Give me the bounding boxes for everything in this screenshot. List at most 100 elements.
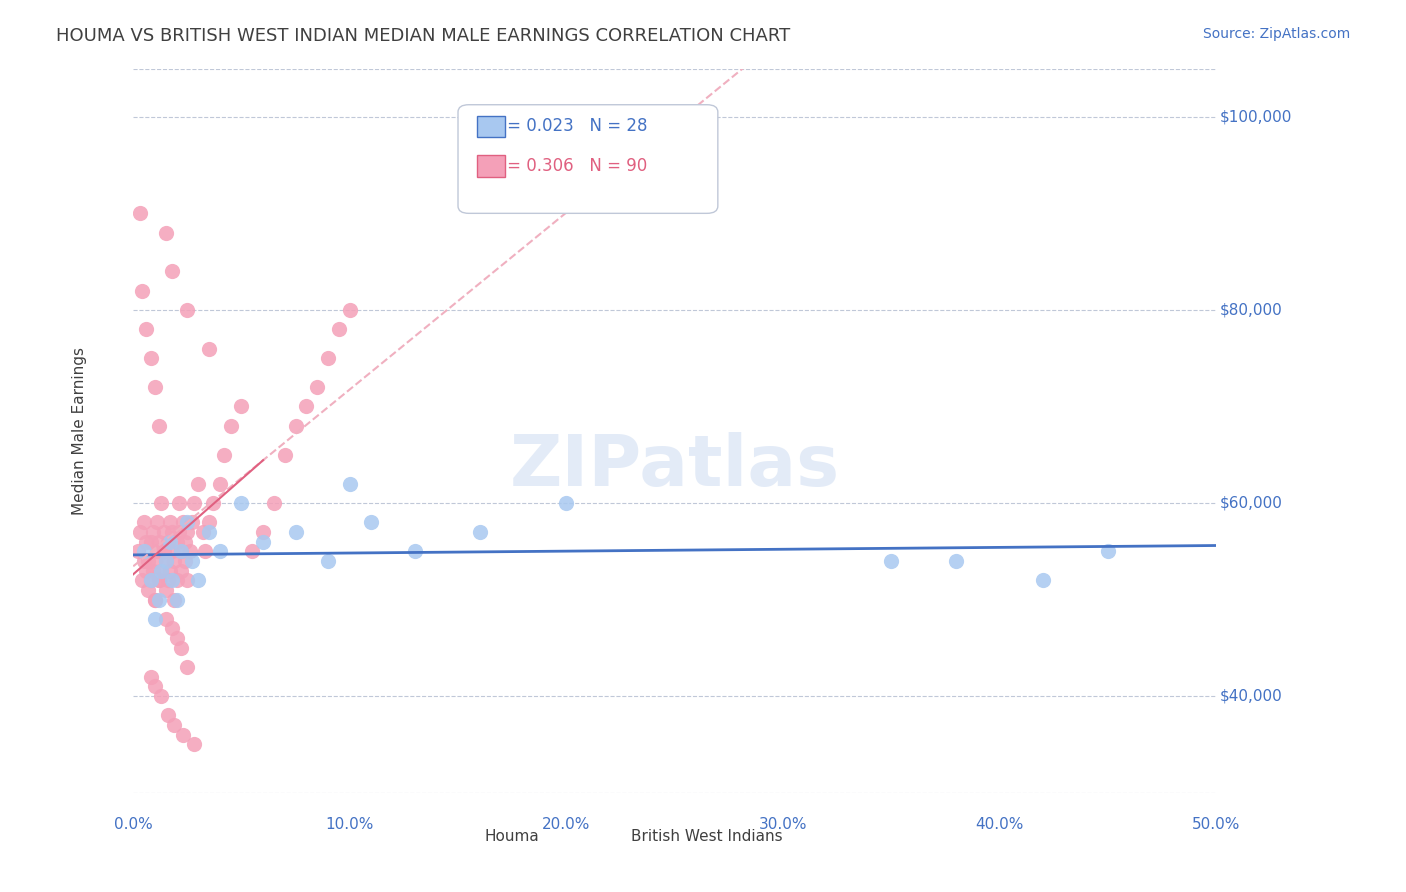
Point: [198, 524, 221, 539]
Point: [152, 524, 174, 539]
Point: [176, 573, 198, 587]
Point: [179, 544, 201, 558]
Point: [143, 380, 166, 394]
Text: $40,000: $40,000: [1220, 689, 1282, 704]
Point: [138, 554, 160, 568]
Point: [160, 264, 183, 278]
Point: [174, 534, 197, 549]
Point: [202, 496, 225, 510]
Point: [880, 554, 903, 568]
Point: [163, 718, 186, 732]
Point: [208, 476, 231, 491]
Point: [172, 516, 194, 530]
Point: [156, 708, 179, 723]
Point: [252, 534, 274, 549]
Text: 40.0%: 40.0%: [976, 817, 1024, 831]
Point: [187, 573, 209, 587]
Point: [339, 476, 361, 491]
Point: [166, 592, 188, 607]
Point: [132, 554, 155, 568]
Point: [187, 476, 209, 491]
Point: [316, 554, 339, 568]
Text: Source: ZipAtlas.com: Source: ZipAtlas.com: [1202, 27, 1350, 41]
Text: $60,000: $60,000: [1220, 495, 1284, 510]
Point: [167, 524, 190, 539]
Point: [180, 554, 202, 568]
Point: [135, 534, 157, 549]
Point: [160, 622, 183, 636]
Point: [198, 342, 221, 356]
Point: [231, 400, 253, 414]
Text: $100,000: $100,000: [1220, 110, 1292, 124]
Point: [555, 496, 578, 510]
Point: [142, 564, 165, 578]
Point: [166, 534, 188, 549]
Point: [170, 544, 193, 558]
Point: [148, 418, 170, 433]
Point: [339, 302, 361, 317]
FancyBboxPatch shape: [643, 825, 669, 847]
Text: British West Indians: British West Indians: [631, 829, 783, 844]
Point: [132, 516, 155, 530]
Point: [176, 524, 198, 539]
Point: [143, 592, 166, 607]
Point: [404, 544, 426, 558]
FancyBboxPatch shape: [478, 116, 505, 137]
Point: [131, 573, 153, 587]
Point: [176, 516, 198, 530]
Point: [148, 534, 170, 549]
Point: [1097, 544, 1119, 558]
Point: [328, 322, 350, 336]
Point: [135, 564, 157, 578]
Point: [150, 689, 173, 703]
Point: [274, 448, 297, 462]
Point: [127, 544, 149, 558]
Point: [150, 564, 173, 578]
Point: [155, 554, 177, 568]
Point: [191, 524, 214, 539]
Point: [360, 516, 382, 530]
Point: [155, 612, 177, 626]
Point: [132, 544, 155, 558]
FancyBboxPatch shape: [458, 104, 718, 213]
Text: Median Male Earnings: Median Male Earnings: [72, 347, 87, 515]
Point: [194, 544, 217, 558]
Point: [212, 448, 235, 462]
Point: [150, 496, 173, 510]
Point: [176, 302, 198, 317]
Point: [945, 554, 967, 568]
Point: [138, 582, 160, 597]
Point: [155, 226, 177, 240]
Point: [219, 418, 242, 433]
Point: [252, 524, 274, 539]
Point: [159, 534, 181, 549]
Point: [180, 516, 202, 530]
Point: [208, 544, 231, 558]
Text: 50.0%: 50.0%: [1192, 817, 1240, 831]
Point: [170, 564, 193, 578]
Text: 30.0%: 30.0%: [759, 817, 807, 831]
Point: [1032, 573, 1054, 587]
Point: [128, 206, 150, 220]
Text: ZIPatlas: ZIPatlas: [509, 433, 839, 501]
Point: [468, 524, 491, 539]
Point: [128, 524, 150, 539]
Point: [160, 573, 183, 587]
Point: [152, 544, 174, 558]
Point: [143, 612, 166, 626]
Point: [142, 524, 165, 539]
Point: [198, 516, 221, 530]
Point: [263, 496, 285, 510]
Point: [160, 544, 183, 558]
Point: [166, 631, 188, 645]
Point: [155, 582, 177, 597]
Text: $80,000: $80,000: [1220, 302, 1282, 318]
Point: [143, 680, 166, 694]
FancyBboxPatch shape: [478, 155, 505, 178]
Point: [159, 516, 181, 530]
Point: [170, 640, 193, 655]
Point: [139, 573, 162, 587]
Point: [155, 554, 177, 568]
Text: 10.0%: 10.0%: [326, 817, 374, 831]
Point: [160, 524, 183, 539]
